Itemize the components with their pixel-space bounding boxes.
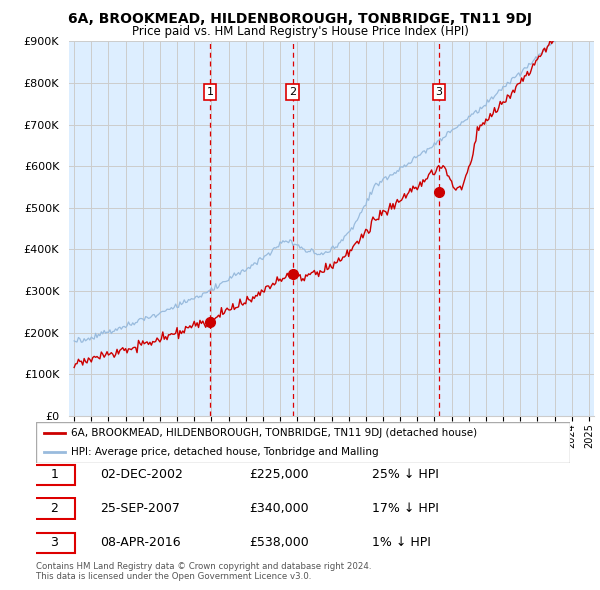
- FancyBboxPatch shape: [34, 533, 75, 553]
- Text: 3: 3: [436, 87, 443, 97]
- Text: HPI: Average price, detached house, Tonbridge and Malling: HPI: Average price, detached house, Tonb…: [71, 447, 379, 457]
- Text: 3: 3: [50, 536, 58, 549]
- Text: This data is licensed under the Open Government Licence v3.0.: This data is licensed under the Open Gov…: [36, 572, 311, 581]
- Text: 08-APR-2016: 08-APR-2016: [100, 536, 181, 549]
- Text: Price paid vs. HM Land Registry's House Price Index (HPI): Price paid vs. HM Land Registry's House …: [131, 25, 469, 38]
- Text: 6A, BROOKMEAD, HILDENBOROUGH, TONBRIDGE, TN11 9DJ: 6A, BROOKMEAD, HILDENBOROUGH, TONBRIDGE,…: [68, 12, 532, 26]
- Text: 25-SEP-2007: 25-SEP-2007: [100, 502, 180, 515]
- Text: 6A, BROOKMEAD, HILDENBOROUGH, TONBRIDGE, TN11 9DJ (detached house): 6A, BROOKMEAD, HILDENBOROUGH, TONBRIDGE,…: [71, 428, 477, 438]
- Text: 1: 1: [206, 87, 214, 97]
- Text: 2: 2: [289, 87, 296, 97]
- Text: 1: 1: [50, 468, 58, 481]
- Text: £225,000: £225,000: [250, 468, 309, 481]
- Text: 25% ↓ HPI: 25% ↓ HPI: [373, 468, 439, 481]
- Text: 1% ↓ HPI: 1% ↓ HPI: [373, 536, 431, 549]
- Text: £538,000: £538,000: [250, 536, 310, 549]
- FancyBboxPatch shape: [34, 465, 75, 485]
- Text: 2: 2: [50, 502, 58, 515]
- Text: £340,000: £340,000: [250, 502, 309, 515]
- Text: 17% ↓ HPI: 17% ↓ HPI: [373, 502, 439, 515]
- Text: 02-DEC-2002: 02-DEC-2002: [100, 468, 183, 481]
- Text: Contains HM Land Registry data © Crown copyright and database right 2024.: Contains HM Land Registry data © Crown c…: [36, 562, 371, 571]
- FancyBboxPatch shape: [34, 499, 75, 519]
